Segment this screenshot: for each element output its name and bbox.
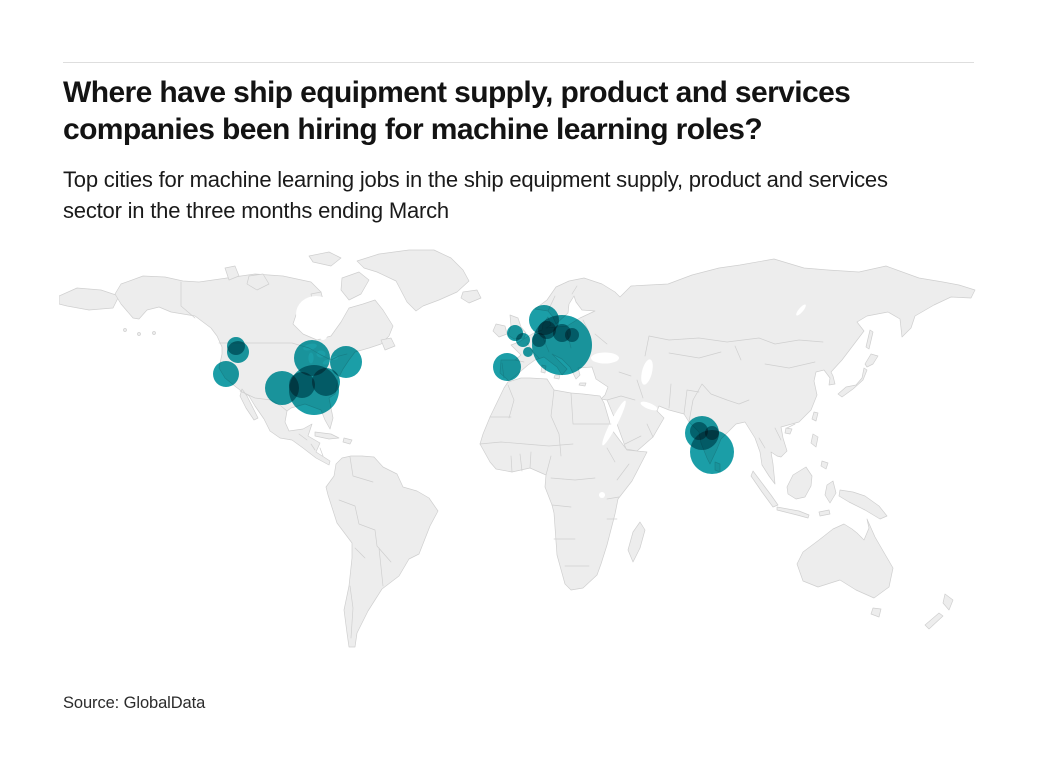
top-rule [63,62,974,63]
city-bubble-united-states [312,368,340,396]
landmass-east-asia-islands [714,411,829,473]
world-map-svg [59,249,976,648]
city-bubble-europe [523,347,533,357]
source-label: Source: GlobalData [63,694,206,712]
landmass-layer [59,249,976,648]
persian-gulf [640,401,658,411]
city-bubble-india [690,430,734,474]
james-bay [318,324,328,340]
landmass-africa [479,377,648,591]
city-bubble-europe [516,333,530,347]
landmass-japan [837,329,879,398]
landmass-eurasia [499,258,976,485]
aleutian-island [123,328,127,332]
caspian-sea [641,359,653,385]
hudson-bay [296,296,336,332]
city-bubble-europe [565,328,579,342]
city-bubble-united-states [213,361,239,387]
page-subtitle: Top cities for machine learning jobs in … [63,167,888,223]
landmass-arctic-islands [224,251,396,351]
city-bubble-united-states [289,372,315,398]
landmass-greenland [356,249,470,312]
aleutian-island [152,331,156,335]
landmass-baja [239,388,259,421]
city-bubble-united-states [330,346,362,378]
city-bubble-europe [538,321,556,339]
landmass-iceland [460,289,482,304]
landmass-australia [796,518,954,630]
lake-baikal [796,304,806,316]
aleutian-island [137,332,141,336]
landmass-russia-wrap [59,287,120,311]
world-map [59,248,979,665]
city-bubble-united-states [227,341,249,363]
landmass-indonesia [750,466,888,520]
landmass-madagascar [627,521,646,563]
black-sea [591,352,619,364]
bubble-layer [213,305,734,474]
city-bubble-europe [493,353,521,381]
page-title: Where have ship equipment supply, produc… [63,76,851,146]
red-sea [602,400,626,446]
landmass-caribbean [314,431,353,445]
lake-victoria [599,492,605,498]
